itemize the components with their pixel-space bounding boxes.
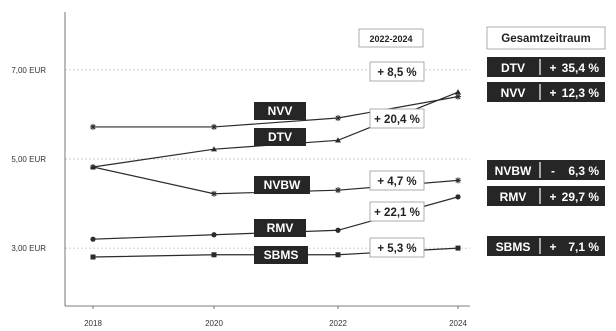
period-change-text: + 22,1 % [374, 207, 420, 219]
period-change-text: + 20,4 % [374, 114, 420, 126]
total-badge-rmv: RMV +29,7 % [487, 186, 605, 206]
total-header-text: Gesamtzeitraum [501, 33, 590, 45]
point-sbms [455, 245, 461, 251]
total-header: Gesamtzeitraum [486, 26, 606, 50]
total-badge-name: SBMS [496, 240, 531, 254]
point-nvv [455, 93, 461, 100]
period-change-nvv: + 8,5 % [369, 61, 425, 82]
point-rmv [211, 232, 217, 238]
point-rmv [90, 236, 96, 242]
period-change-sbms: + 5,3 % [369, 237, 425, 258]
series-label-bg [254, 176, 310, 194]
total-badge-name: RMV [500, 190, 527, 204]
y-tick-label: 3,00 EUR [11, 244, 46, 253]
series-label-bg [254, 102, 306, 120]
total-badge-nvv: NVV +12,3 % [487, 82, 605, 102]
total-badge-value: 29,7 % [562, 190, 600, 204]
total-badge-sign: - [551, 164, 555, 178]
period-change-text: + 4,7 % [377, 176, 416, 188]
series-label-nvbw: NVBW [254, 176, 310, 194]
point-rmv [455, 194, 461, 200]
total-badge-name: NVV [501, 86, 526, 100]
series-label-sbms: SBMS [254, 246, 308, 264]
point-dtv [335, 137, 341, 143]
point-sbms [90, 254, 96, 260]
point-nvbw [335, 187, 341, 194]
x-tick-label: 2020 [205, 319, 223, 328]
point-nvbw [211, 190, 217, 197]
point-nvv [211, 123, 217, 130]
series-label-bg [254, 128, 306, 146]
series-line-nvv [93, 96, 459, 128]
series-label-text: SBMS [264, 248, 299, 262]
series-label-text: NVV [268, 104, 293, 118]
period-change-text: + 8,5 % [377, 67, 416, 79]
period-change-dtv: + 20,4 % [369, 108, 425, 129]
total-badge-name: DTV [501, 61, 525, 75]
x-tick-label: 2024 [449, 319, 467, 328]
total-badge-dtv: DTV +35,4 % [487, 57, 605, 77]
period-header-text: 2022-2024 [369, 34, 412, 44]
period-change-nvbw: + 4,7 % [369, 170, 425, 191]
point-dtv [211, 146, 217, 152]
total-badge-sign: + [549, 86, 556, 100]
total-badge-nvbw: NVBW -6,3 % [487, 160, 605, 180]
y-tick-label: 5,00 EUR [11, 155, 46, 164]
total-badge-sign: + [549, 61, 556, 75]
series-label-text: DTV [268, 130, 292, 144]
total-badge-value: 12,3 % [562, 86, 600, 100]
period-change-rmv: + 22,1 % [369, 201, 425, 222]
total-badge-sign: + [549, 190, 556, 204]
period-change-text: + 5,3 % [377, 243, 416, 255]
total-badge-name: NVBW [495, 164, 532, 178]
point-nvv [335, 115, 341, 122]
series-label-dtv: DTV [254, 128, 306, 146]
series-label-text: RMV [267, 221, 294, 235]
x-tick-label: 2022 [329, 319, 347, 328]
point-nvbw [455, 177, 461, 184]
y-tick-label: 7,00 EUR [11, 66, 46, 75]
point-dtv [455, 89, 461, 95]
point-nvbw [90, 164, 96, 171]
series-label-text: NVBW [264, 178, 301, 192]
point-nvv [90, 123, 96, 130]
x-tick-label: 2018 [84, 319, 102, 328]
total-badge-sbms: SBMS +7,1 % [487, 236, 605, 256]
series-label-bg [254, 219, 306, 237]
point-sbms [211, 252, 217, 258]
series-label-nvv: NVV [254, 102, 306, 120]
total-badge-value: 35,4 % [562, 61, 600, 75]
series-label-rmv: RMV [254, 219, 306, 237]
total-badge-value: 6,3 % [568, 164, 599, 178]
series-label-bg [254, 246, 308, 264]
point-sbms [335, 252, 341, 258]
total-badge-sign: + [549, 240, 556, 254]
point-rmv [335, 227, 341, 233]
total-badge-value: 7,1 % [568, 240, 599, 254]
period-header: 2022-2024 [358, 28, 424, 48]
